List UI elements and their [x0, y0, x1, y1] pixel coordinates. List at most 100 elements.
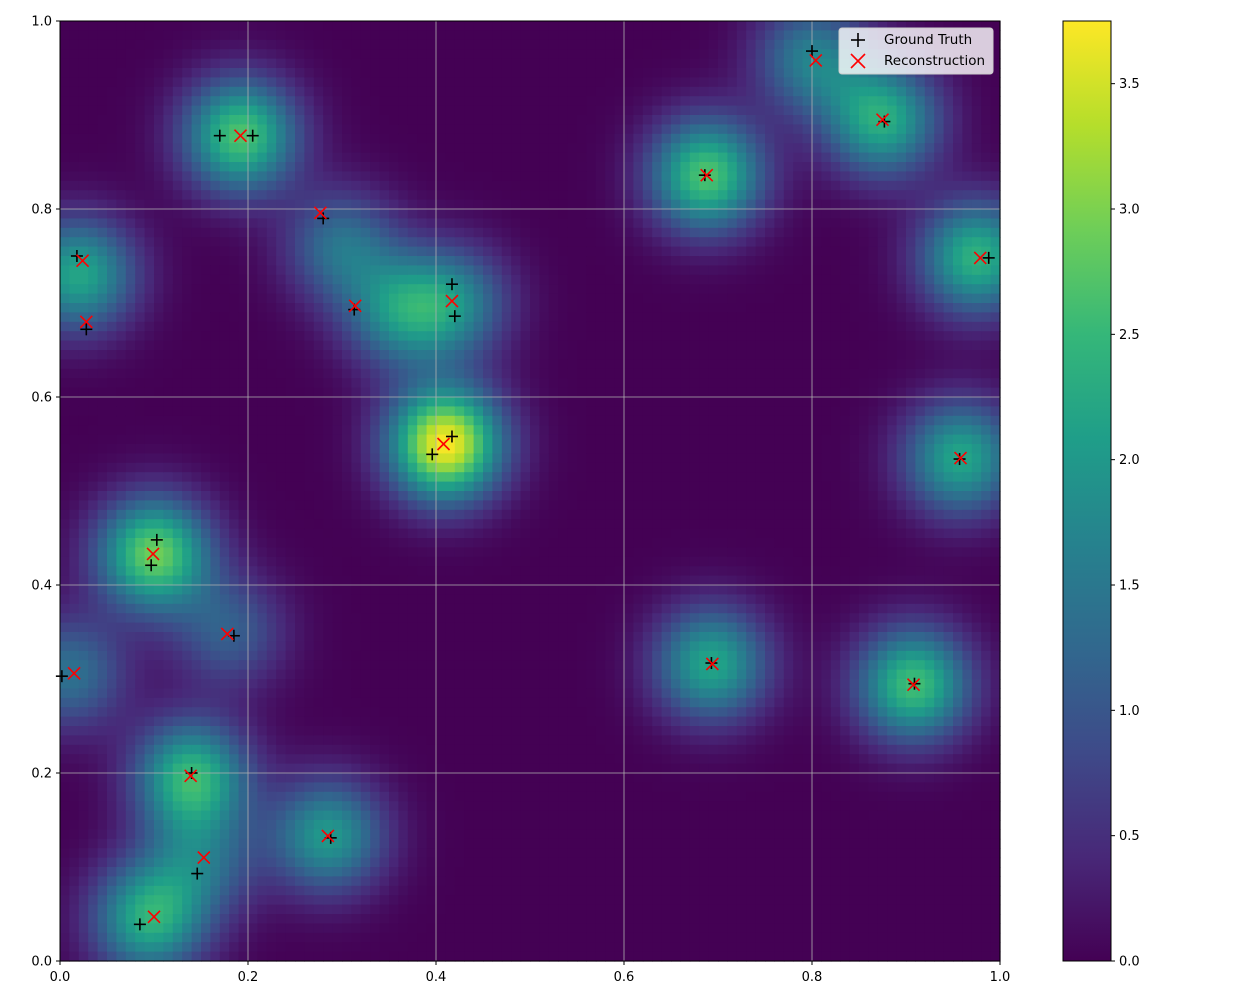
- heatmap-cell: [78, 86, 89, 97]
- heatmap-cell: [60, 86, 70, 97]
- heatmap-cell: [285, 904, 296, 915]
- heatmap-cell: [219, 171, 230, 182]
- heatmap-cell: [154, 613, 164, 624]
- heatmap-cell: [379, 585, 390, 595]
- heatmap-cell: [342, 453, 352, 464]
- heatmap-cell: [426, 726, 437, 736]
- heatmap-cell: [501, 707, 512, 718]
- heatmap-cell: [407, 312, 418, 323]
- heatmap-cell: [520, 227, 531, 238]
- heatmap-cell: [454, 105, 465, 116]
- heatmap-cell: [304, 368, 315, 379]
- heatmap-cell: [501, 340, 512, 351]
- heatmap-cell: [144, 462, 155, 473]
- heatmap-cell: [154, 284, 164, 295]
- heatmap-cell: [370, 829, 381, 840]
- heatmap-cell: [295, 218, 305, 229]
- heatmap-cell: [379, 415, 390, 426]
- heatmap-cell: [454, 312, 465, 323]
- heatmap-cell: [60, 444, 70, 454]
- heatmap-cell: [426, 688, 437, 699]
- heatmap-cell: [407, 359, 418, 370]
- heatmap-cell: [360, 39, 371, 50]
- heatmap-cell: [360, 331, 371, 342]
- heatmap-cell: [285, 594, 296, 605]
- heatmap-cell: [332, 387, 343, 398]
- heatmap-cell: [172, 481, 183, 492]
- heatmap-cell: [473, 782, 484, 793]
- heatmap-cell: [464, 378, 475, 389]
- heatmap-cell: [389, 256, 399, 266]
- heatmap-cell: [332, 867, 343, 877]
- heatmap-cell: [172, 434, 183, 445]
- heatmap-cell: [144, 697, 155, 708]
- heatmap-cell: [97, 632, 108, 642]
- heatmap-cell: [501, 914, 512, 924]
- heatmap-cell: [370, 199, 381, 210]
- heatmap-cell: [210, 820, 221, 830]
- heatmap-cell: [135, 293, 146, 304]
- heatmap-cell: [182, 49, 193, 60]
- heatmap-cell: [426, 96, 437, 107]
- heatmap-cell: [125, 575, 136, 586]
- heatmap-cell: [295, 556, 305, 567]
- heatmap-cell: [219, 86, 230, 97]
- heatmap-cell: [473, 368, 484, 379]
- heatmap-cell: [464, 528, 475, 539]
- heatmap-cell: [238, 754, 249, 765]
- heatmap-cell: [163, 30, 174, 41]
- heatmap-cell: [304, 951, 315, 962]
- heatmap-cell: [351, 387, 362, 398]
- heatmap-cell: [285, 547, 296, 558]
- heatmap-cell: [116, 857, 127, 868]
- heatmap-cell: [257, 162, 268, 172]
- heatmap-cell: [116, 895, 127, 906]
- heatmap-cell: [492, 152, 503, 163]
- heatmap-cell: [69, 754, 80, 765]
- heatmap-cell: [295, 763, 305, 774]
- heatmap-cell: [304, 744, 315, 755]
- heatmap-cell: [60, 321, 70, 332]
- heatmap-cell: [201, 256, 211, 266]
- heatmap-cell: [276, 265, 287, 276]
- heatmap-cell: [332, 810, 343, 821]
- heatmap-cell: [520, 735, 531, 746]
- heatmap-cell: [511, 199, 522, 210]
- heatmap-cell: [304, 801, 315, 812]
- heatmap-cell: [276, 77, 287, 88]
- heatmap-cell: [97, 218, 108, 229]
- heatmap-cell: [266, 688, 277, 699]
- heatmap-cell: [116, 359, 127, 370]
- heatmap-cell: [172, 942, 183, 953]
- heatmap-cell: [78, 500, 89, 511]
- heatmap-cell: [97, 21, 108, 31]
- heatmap-cell: [266, 829, 277, 840]
- heatmap-cell: [511, 782, 522, 793]
- heatmap-cell: [501, 782, 512, 793]
- heatmap-cell: [407, 632, 418, 642]
- heatmap-cell: [285, 303, 296, 313]
- heatmap-cell: [248, 716, 258, 727]
- heatmap-cell: [116, 284, 127, 295]
- heatmap-cell: [125, 481, 136, 492]
- heatmap-cell: [163, 575, 174, 586]
- heatmap-cell: [436, 613, 446, 624]
- heatmap-cell: [135, 209, 146, 219]
- heatmap-cell: [370, 575, 381, 586]
- heatmap-cell: [201, 622, 211, 633]
- heatmap-cell: [229, 303, 240, 313]
- heatmap-cell: [511, 500, 522, 511]
- heatmap-cell: [483, 227, 493, 238]
- heatmap-cell: [454, 867, 465, 877]
- heatmap-cell: [238, 500, 249, 511]
- heatmap-cell: [445, 350, 456, 360]
- heatmap-cell: [285, 86, 296, 97]
- heatmap-cell: [407, 904, 418, 915]
- heatmap-cell: [407, 265, 418, 276]
- heatmap-cell: [313, 726, 324, 736]
- heatmap-cell: [266, 744, 277, 755]
- heatmap-cell: [445, 632, 456, 642]
- heatmap-cell: [163, 923, 174, 934]
- heatmap-cell: [492, 914, 503, 924]
- heatmap-cell: [492, 923, 503, 934]
